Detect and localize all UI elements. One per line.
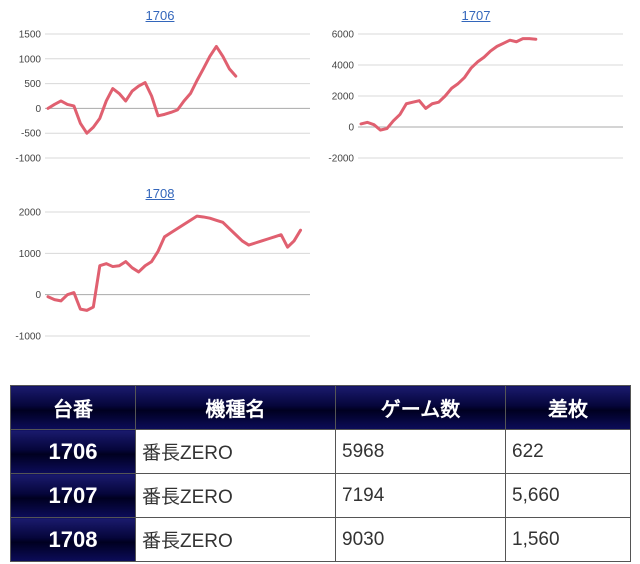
chart-1706-plot: 1500 1000 500 0 -500 -1000 bbox=[15, 30, 310, 165]
cell-machine-number[interactable]: 1706 bbox=[10, 429, 136, 474]
y-tick-label: -1000 bbox=[15, 332, 41, 343]
series-line bbox=[359, 37, 538, 132]
header-machine-number: 台番 bbox=[10, 385, 136, 430]
y-tick-label: 6000 bbox=[332, 30, 355, 41]
y-tick-label: 0 bbox=[35, 290, 41, 301]
table-row: 1706 番長ZERO 5968 622 bbox=[10, 429, 631, 474]
y-tick-label: 2000 bbox=[19, 208, 42, 219]
cell-machine-number[interactable]: 1707 bbox=[10, 473, 136, 518]
y-tick-label: 1000 bbox=[19, 249, 42, 260]
machine-table: 台番 機種名 ゲーム数 差枚 1706 番長ZERO 5968 622 1707… bbox=[10, 385, 631, 562]
chart-1708: 1708 2000 1000 0 -1000 bbox=[5, 186, 315, 346]
header-difference: 差枚 bbox=[505, 385, 631, 430]
y-tick-label: 4000 bbox=[332, 61, 355, 72]
table-row: 1707 番長ZERO 7194 5,660 bbox=[10, 473, 631, 518]
cell-machine-number[interactable]: 1708 bbox=[10, 517, 136, 562]
y-tick-label: 0 bbox=[35, 104, 41, 115]
cell-game-count: 5968 bbox=[335, 429, 506, 474]
y-tick-label: 500 bbox=[24, 79, 41, 90]
cell-machine-name: 番長ZERO bbox=[135, 517, 336, 562]
y-tick-label: 1000 bbox=[19, 54, 42, 65]
cell-game-count: 7194 bbox=[335, 473, 506, 518]
chart-1707-plot: 6000 4000 2000 0 -2000 bbox=[328, 30, 623, 165]
series-line bbox=[46, 214, 303, 312]
cell-game-count: 9030 bbox=[335, 517, 506, 562]
cell-difference: 5,660 bbox=[505, 473, 631, 518]
chart-title-1707[interactable]: 1707 bbox=[461, 8, 491, 23]
cell-machine-name: 番長ZERO bbox=[135, 473, 336, 518]
chart-title-1708[interactable]: 1708 bbox=[145, 186, 175, 201]
series-line bbox=[46, 44, 238, 135]
table-header-row: 台番 機種名 ゲーム数 差枚 bbox=[10, 385, 631, 430]
table-row: 1708 番長ZERO 9030 1,560 bbox=[10, 517, 631, 562]
y-tick-label: -2000 bbox=[328, 154, 354, 165]
y-tick-label: 1500 bbox=[19, 30, 42, 41]
chart-1707: 1707 6000 4000 2000 0 -2000 bbox=[318, 8, 634, 168]
header-machine-name: 機種名 bbox=[135, 385, 336, 430]
y-tick-label: -1000 bbox=[15, 154, 41, 165]
y-tick-label: 0 bbox=[348, 123, 354, 134]
y-tick-label: -500 bbox=[21, 129, 41, 140]
chart-1708-plot: 2000 1000 0 -1000 bbox=[15, 208, 310, 343]
cell-difference: 622 bbox=[505, 429, 631, 474]
chart-1706: 1706 1500 1000 500 0 -500 -1000 bbox=[5, 8, 315, 168]
y-tick-label: 2000 bbox=[332, 92, 355, 103]
header-game-count: ゲーム数 bbox=[335, 385, 506, 430]
chart-title-1706[interactable]: 1706 bbox=[145, 8, 175, 23]
cell-machine-name: 番長ZERO bbox=[135, 429, 336, 474]
cell-difference: 1,560 bbox=[505, 517, 631, 562]
